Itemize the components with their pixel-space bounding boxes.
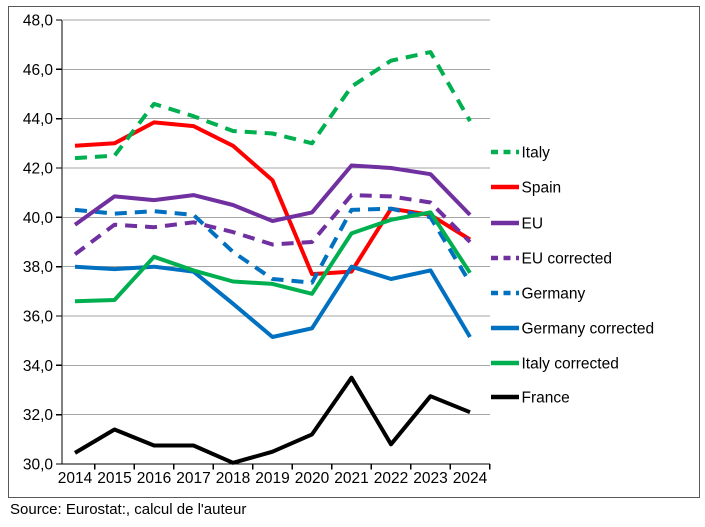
gridlines — [63, 19, 490, 416]
y-tick-label: 40,0 — [23, 210, 54, 227]
x-tick-label: 2024 — [453, 470, 488, 487]
series-lines — [73, 50, 472, 465]
series-line-spain — [74, 120, 472, 277]
y-tick-label: 42,0 — [23, 161, 54, 178]
legend-item-italy-corrected: Italy corrected — [491, 356, 619, 373]
y-tick-label: 46,0 — [23, 62, 54, 79]
legend-item-germany: Germany — [491, 286, 585, 303]
legend-label-france: France — [522, 390, 570, 407]
legend-item-germany-corrected: Germany corrected — [491, 321, 654, 338]
x-tick-label: 2023 — [413, 470, 447, 487]
series-line-france — [73, 375, 471, 465]
chart-frame — [8, 6, 700, 498]
legend-label-eu-corrected: EU corrected — [522, 251, 612, 268]
y-axis-labels: 30,0 32,0 34,0 36,0 38,0 40,0 42,0 44,0 46,0 48,0 — [23, 13, 54, 474]
legend-label-germany: Germany — [522, 286, 586, 303]
x-tick-label: 2014 — [58, 470, 93, 487]
x-axis-labels: 2014 2015 2016 2017 2018 2019 2020 2021 2022 2023… — [58, 470, 488, 487]
x-tick-label: 2018 — [216, 470, 250, 487]
y-tick-label: 34,0 — [23, 358, 54, 375]
series-line-eu — [73, 163, 472, 227]
y-tick-label: 36,0 — [23, 309, 54, 326]
legend-item-italy: Italy — [491, 145, 550, 162]
x-tick-label: 2017 — [176, 470, 210, 487]
y-tick-label: 48,0 — [23, 13, 54, 30]
legend-item-eu: EU — [491, 216, 543, 233]
legend-label-eu: EU — [522, 216, 544, 233]
legend-label-italy-corrected: Italy corrected — [522, 356, 619, 373]
legend-label-spain: Spain — [522, 180, 562, 197]
x-tick-label: 2016 — [137, 470, 171, 487]
y-tick-label: 30,0 — [23, 457, 54, 474]
legend-label-italy: Italy — [522, 145, 551, 162]
legend: Italy Spain EU EU corrected Germany Germany c… — [491, 145, 654, 407]
legend-item-eu-corrected: EU corrected — [491, 251, 612, 268]
legend-label-germany-corrected: Germany corrected — [522, 321, 655, 338]
x-tick-label: 2019 — [255, 470, 289, 487]
series-line-italy-corrected — [74, 210, 472, 304]
source-note: Source: Eurostat:, calcul de l'auteur — [10, 501, 247, 518]
axes — [56, 19, 491, 470]
series-line-eu-corrected — [73, 193, 472, 256]
legend-item-spain: Spain — [491, 180, 561, 197]
legend-item-france: France — [491, 390, 570, 407]
y-tick-label: 32,0 — [23, 407, 54, 424]
x-tick-label: 2015 — [97, 470, 131, 487]
series-line-germany — [74, 206, 472, 285]
x-tick-label: 2021 — [334, 470, 368, 487]
y-tick-label: 38,0 — [23, 259, 54, 276]
x-tick-label: 2020 — [295, 470, 330, 487]
series-line-germany-corrected — [74, 264, 472, 339]
series-line-italy — [74, 50, 472, 161]
x-tick-label: 2022 — [374, 470, 408, 487]
y-tick-label: 44,0 — [23, 111, 54, 128]
